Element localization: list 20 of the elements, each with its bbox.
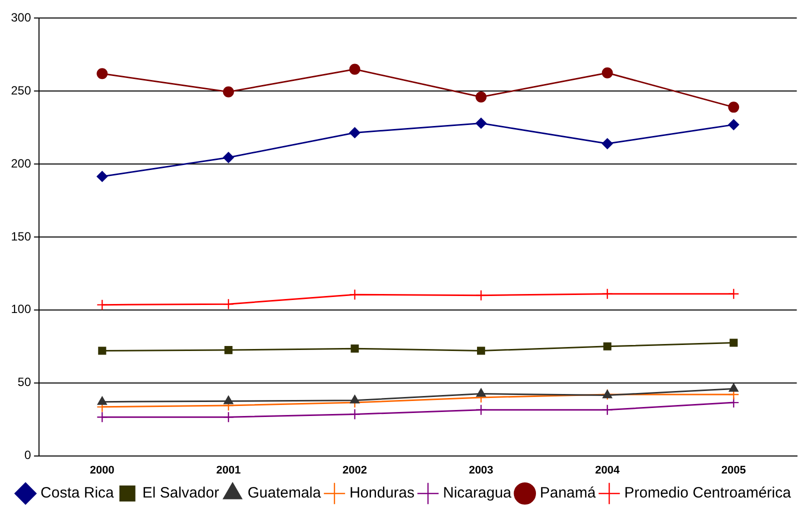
y-tick-label: 100: [10, 302, 32, 316]
y-tick-label: 300: [10, 10, 32, 25]
legend-label: El Salvador: [142, 484, 220, 502]
legend-label: Promedio Centroamérica: [624, 484, 792, 502]
x-tick-label: 2002: [342, 464, 368, 476]
x-tick-label: 2001: [216, 464, 241, 476]
x-tick-label: 2003: [468, 464, 494, 476]
legend-label: Panamá: [540, 484, 596, 502]
y-tick-label: 0: [24, 448, 32, 462]
legend-label: Costa Rica: [40, 484, 115, 502]
y-tick-label: 200: [10, 156, 32, 170]
y-tick-label: 50: [18, 375, 32, 390]
x-tick-label: 2000: [90, 464, 114, 476]
y-tick-label: 250: [10, 83, 32, 98]
legend-label: Nicaragua: [443, 484, 512, 502]
y-tick-label: 150: [10, 229, 32, 244]
x-tick-label: 2004: [595, 464, 620, 476]
legend-label: Honduras: [349, 484, 415, 502]
x-tick-label: 2005: [721, 464, 746, 476]
legend-label: Guatemala: [248, 484, 322, 502]
